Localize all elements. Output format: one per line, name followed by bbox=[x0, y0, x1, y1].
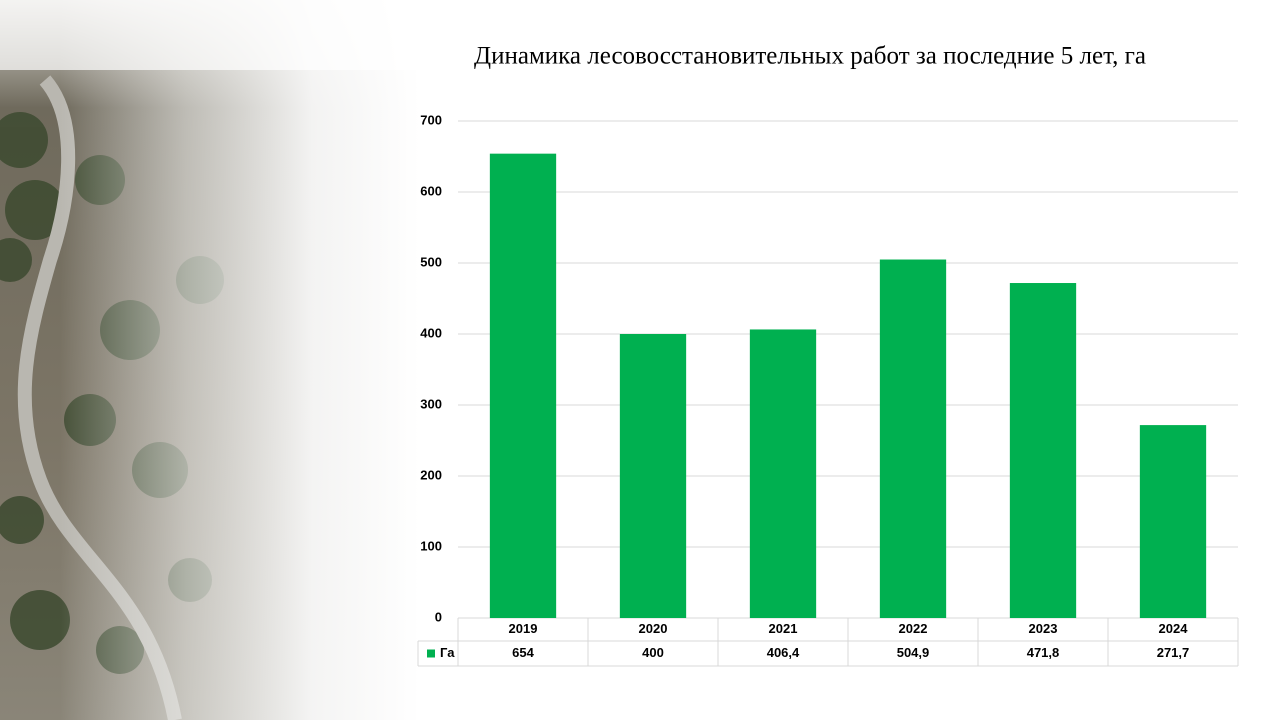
table-value: 504,9 bbox=[897, 645, 930, 660]
y-tick-label: 200 bbox=[420, 467, 442, 482]
table-value: 471,8 bbox=[1027, 645, 1060, 660]
bar bbox=[1009, 283, 1077, 618]
y-tick-label: 500 bbox=[420, 254, 442, 269]
bar bbox=[749, 329, 817, 618]
bar bbox=[879, 259, 947, 618]
table-value: 271,7 bbox=[1157, 645, 1190, 660]
y-tick-label: 600 bbox=[420, 183, 442, 198]
table-value: 400 bbox=[642, 645, 664, 660]
x-tick-label: 2022 bbox=[899, 621, 928, 636]
table-value: 654 bbox=[512, 645, 534, 660]
table-value: 406,4 bbox=[767, 645, 800, 660]
y-tick-label: 400 bbox=[420, 325, 442, 340]
x-tick-label: 2020 bbox=[639, 621, 668, 636]
y-tick-label: 100 bbox=[420, 538, 442, 553]
y-tick-label: 0 bbox=[435, 609, 442, 624]
bar bbox=[619, 334, 687, 618]
bar bbox=[489, 153, 557, 618]
y-tick-label: 300 bbox=[420, 396, 442, 411]
y-tick-label: 700 bbox=[420, 112, 442, 127]
background-image bbox=[0, 0, 420, 720]
legend-key bbox=[427, 649, 435, 658]
bar bbox=[1139, 425, 1207, 618]
chart-title: Динамика лесовосстановительных работ за … bbox=[474, 43, 1146, 70]
x-tick-label: 2024 bbox=[1159, 621, 1189, 636]
x-tick-label: 2019 bbox=[509, 621, 538, 636]
x-tick-label: 2023 bbox=[1029, 621, 1058, 636]
x-tick-label: 2021 bbox=[769, 621, 798, 636]
legend-label: Га bbox=[440, 645, 455, 660]
